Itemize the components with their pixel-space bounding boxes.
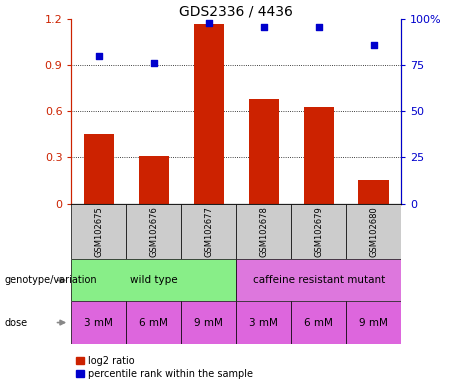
Text: wild type: wild type xyxy=(130,275,177,285)
FancyBboxPatch shape xyxy=(236,301,291,344)
Bar xyxy=(84,134,114,204)
FancyBboxPatch shape xyxy=(126,301,181,344)
Point xyxy=(315,23,322,30)
Text: 9 mM: 9 mM xyxy=(195,318,223,328)
Text: genotype/variation: genotype/variation xyxy=(5,275,97,285)
Text: 9 mM: 9 mM xyxy=(359,318,388,328)
Text: 3 mM: 3 mM xyxy=(84,318,113,328)
Bar xyxy=(359,180,389,204)
FancyBboxPatch shape xyxy=(181,204,236,259)
Text: 3 mM: 3 mM xyxy=(249,318,278,328)
FancyBboxPatch shape xyxy=(346,204,401,259)
Text: GSM102677: GSM102677 xyxy=(204,206,213,257)
Text: dose: dose xyxy=(5,318,28,328)
FancyBboxPatch shape xyxy=(291,204,346,259)
Point xyxy=(95,53,103,59)
Legend: log2 ratio, percentile rank within the sample: log2 ratio, percentile rank within the s… xyxy=(77,356,253,379)
Point xyxy=(260,23,267,30)
FancyBboxPatch shape xyxy=(236,204,291,259)
Text: 6 mM: 6 mM xyxy=(304,318,333,328)
Text: GSM102679: GSM102679 xyxy=(314,206,323,257)
Bar xyxy=(139,156,169,204)
FancyBboxPatch shape xyxy=(346,301,401,344)
FancyBboxPatch shape xyxy=(71,301,126,344)
Bar xyxy=(303,107,334,204)
FancyBboxPatch shape xyxy=(236,259,401,301)
FancyBboxPatch shape xyxy=(126,204,181,259)
FancyBboxPatch shape xyxy=(181,301,236,344)
Point xyxy=(150,60,158,66)
Bar xyxy=(194,24,224,204)
FancyBboxPatch shape xyxy=(71,204,126,259)
Title: GDS2336 / 4436: GDS2336 / 4436 xyxy=(179,4,293,18)
Text: caffeine resistant mutant: caffeine resistant mutant xyxy=(253,275,385,285)
Text: GSM102676: GSM102676 xyxy=(149,206,159,257)
Text: GSM102680: GSM102680 xyxy=(369,206,378,257)
FancyBboxPatch shape xyxy=(71,259,236,301)
FancyBboxPatch shape xyxy=(291,301,346,344)
Point xyxy=(370,42,377,48)
Point xyxy=(205,20,213,26)
Bar xyxy=(248,99,279,204)
Text: 6 mM: 6 mM xyxy=(139,318,168,328)
Text: GSM102678: GSM102678 xyxy=(259,206,268,257)
Text: GSM102675: GSM102675 xyxy=(95,206,103,257)
